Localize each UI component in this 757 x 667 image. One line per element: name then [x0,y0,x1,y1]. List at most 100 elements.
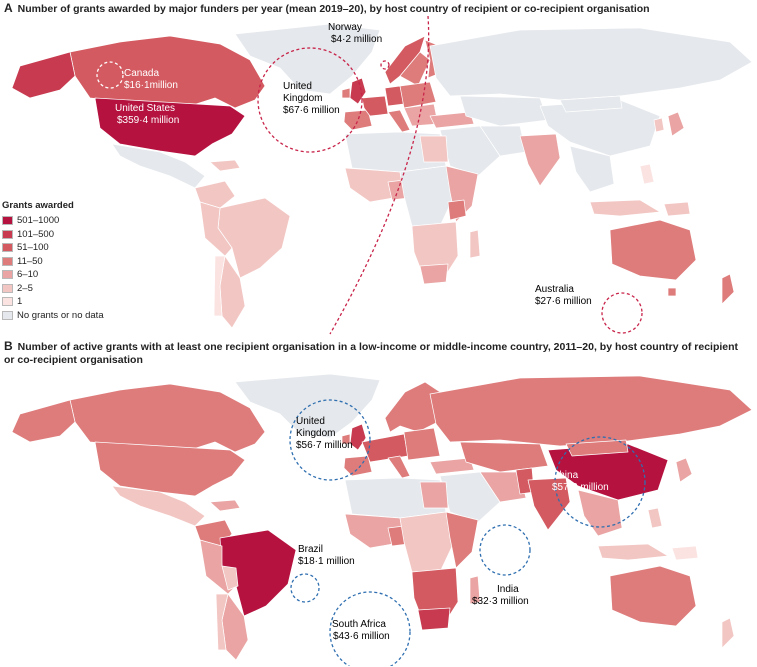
colombia-a [194,180,236,209]
caribbean-a [209,159,241,172]
australia-callout-circle-a [601,292,643,334]
panel-a-letter: A [4,1,13,15]
legend-item: 501–1000 [2,214,104,228]
iberia-b [343,455,373,477]
italy-b [387,455,411,479]
dateline-divider-a [329,16,430,335]
canada-name-a: Canada [124,68,159,79]
united-kingdom-name1-b: United [296,416,325,427]
bolivia-b [221,565,239,591]
south-africa-callout-circle-b [329,591,411,666]
china-a [539,99,661,157]
legend-item: No grants or no data [2,309,104,323]
india-amount-b: $32·3 million [472,596,529,607]
middle-east-a [439,125,501,177]
panel-a-title: A Number of grants awarded by major funde… [4,2,744,16]
panel-a-title-text: Number of grants awarded by major funder… [17,3,650,15]
legend-item: 51–100 [2,241,104,255]
panel-b-title-text: Number of active grants with at least on… [4,341,739,366]
ireland-b [341,433,351,445]
balkans-a [403,103,439,127]
madagascar-a [469,229,481,259]
west-africa-a [344,167,405,203]
united-kingdom-callout-circle-a [257,47,363,153]
egypt-a [419,135,449,163]
china-amount-b: $57·8 million [552,482,609,493]
alaska-a [11,51,76,99]
legend-label: 501–1000 [17,215,60,227]
se-asia-a [569,145,615,193]
png-a [663,201,691,217]
south-africa-amount-b: $43·6 million [333,631,390,642]
philippines-b [647,507,663,529]
canada-callout-circle-a [96,61,124,89]
china-b [547,443,669,501]
brazil-callout-circle-b [290,573,320,603]
japan-a [667,111,685,137]
legend-title: Grants awarded [2,200,74,211]
legend-item: 2–5 [2,282,104,296]
united-states-amount-a: $359·4 million [117,115,179,126]
legend-swatch [2,229,13,239]
mongolia-a [559,95,623,113]
tasmania-a [667,287,677,297]
south-africa-b [417,607,451,631]
legend-label: No grants or no data [17,309,104,321]
norway-name-a: Norway [328,22,362,33]
turkey-b [429,457,475,475]
caribbean-b [209,499,241,512]
brazil-amount-b: $18·1 million [298,556,355,567]
united-states-b [94,441,246,497]
iberia-a [343,109,373,131]
legend-label: 101–500 [17,228,54,240]
iran-b [479,471,527,503]
legend-swatch [2,297,13,307]
mongolia-b [565,439,629,457]
china-name-b: China [552,470,579,481]
world-map-b: United Kingdom $56·7 million China $57·8… [11,373,753,666]
italy-a [387,109,411,133]
legend-item: 6–10 [2,268,104,282]
united-kingdom-name2-a: Kingdom [283,93,322,104]
united-kingdom-amount-a: $67·6 million [283,105,340,116]
legend-swatch [2,216,13,226]
japan-b [675,457,693,483]
philippines-a [639,163,655,185]
chile-a [213,255,226,317]
india-a [519,133,561,187]
legend-label: 51–100 [17,242,49,254]
india-name-b: India [497,584,519,595]
united-kingdom-name2-b: Kingdom [296,428,335,439]
greenland-b [234,373,381,439]
turkey-a [429,111,475,129]
australia-name-a: Australia [535,284,574,295]
india-callout-circle-b [479,524,531,576]
norway-amount-a: $4·2 million [331,34,382,45]
russia-a [429,27,753,101]
eastern-europe-b [403,427,441,461]
united-states-name-a: United States [115,103,175,114]
australia-amount-a: $27·6 million [535,296,592,307]
australia-a [609,219,697,281]
legend-swatch [2,256,13,266]
indonesia-a [589,199,661,217]
panel-b-title: B Number of active grants with at least o… [4,340,749,367]
west-africa-b [344,513,405,549]
madagascar-b [469,575,481,605]
brazil-name-b: Brazil [298,544,323,555]
png-b [671,545,699,561]
united-kingdom-amount-b: $56·7 million [296,440,353,451]
legend-item: 1 [2,295,104,309]
kenya-a [447,199,467,221]
canada-a [69,35,266,109]
middle-east-b [439,471,501,523]
world-map-a: Norway $4·2 million Canada $16·1million … [11,16,753,335]
korea-a [653,117,665,133]
peru-a [199,201,233,257]
se-asia-b [577,489,623,537]
legend-swatch [2,310,13,320]
legend-label: 11–50 [17,255,43,267]
legend-swatch [2,283,13,293]
east-africa-b [445,511,479,569]
egypt-b [419,481,449,509]
